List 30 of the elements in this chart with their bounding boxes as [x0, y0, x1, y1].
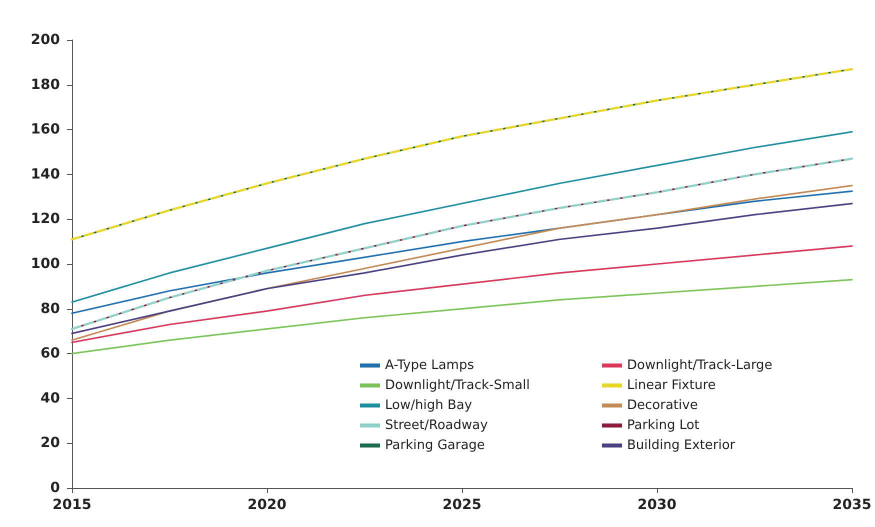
legend-label: Decorative — [627, 398, 698, 413]
legend-label: Parking Lot — [627, 418, 700, 433]
legend-label: Linear Fixture — [627, 378, 716, 393]
legend-label: Building Exterior — [627, 438, 736, 453]
y-tick-label: 40 — [40, 390, 60, 406]
line-series — [71, 245, 853, 344]
y-tick-label: 120 — [30, 211, 60, 228]
y-tick-label: 20 — [40, 435, 60, 452]
x-tick-label: 2035 — [832, 497, 872, 513]
line-series — [71, 202, 853, 334]
y-tick-label: 80 — [40, 300, 60, 317]
x-tick-label: 2030 — [638, 497, 677, 513]
y-tick-label: 60 — [40, 346, 60, 362]
legend-label: Downlight/Track-Small — [385, 378, 530, 393]
legend-label: Downlight/Track-Large — [627, 358, 772, 373]
y-tick-label: 180 — [30, 76, 60, 93]
line-series — [71, 131, 853, 303]
line-series — [71, 278, 853, 354]
legend-label: Parking Garage — [385, 438, 485, 453]
y-tick-label: 160 — [30, 122, 60, 138]
legend-label: A-Type Lamps — [385, 358, 474, 373]
x-tick-label: 2015 — [52, 497, 92, 513]
x-tick-label: 2020 — [248, 497, 287, 513]
y-tick-label: 0 — [50, 480, 60, 496]
y-tick-label: 200 — [30, 32, 60, 48]
legend-label: Low/high Bay — [385, 398, 472, 413]
y-tick-label: 100 — [30, 256, 60, 272]
y-tick-label: 140 — [30, 166, 60, 182]
legend-label: Street/Roadway — [385, 418, 488, 433]
x-tick-label: 2025 — [442, 497, 482, 513]
